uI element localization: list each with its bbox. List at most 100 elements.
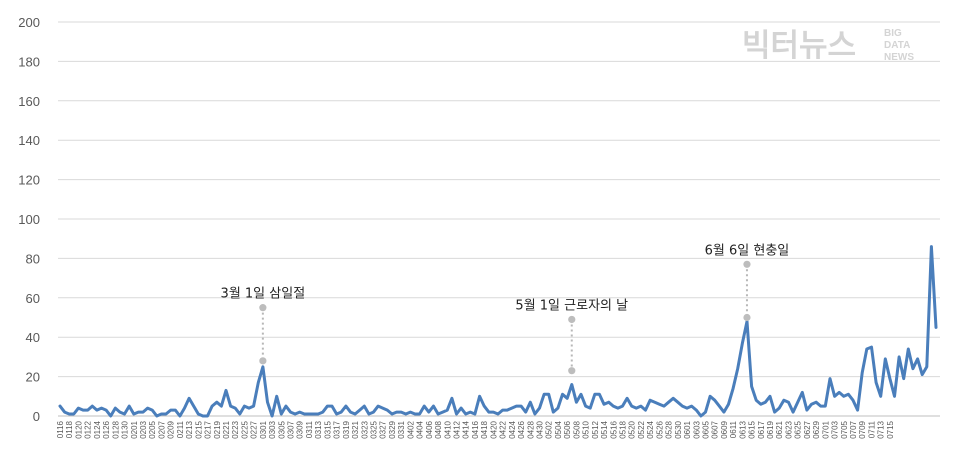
y-tick-label-20: 20	[26, 370, 40, 385]
series-group	[58, 245, 938, 418]
x-tick-label-0303: 0303	[268, 420, 277, 438]
y-axis-ticks: 0 20 40 60 80 100 120 140 160 180 200	[18, 15, 40, 424]
y-tick-label-120: 120	[18, 173, 40, 188]
annotation-dot-bottom-0	[259, 357, 267, 365]
x-tick-label-0609: 0609	[720, 420, 729, 438]
x-tick-label-0530: 0530	[674, 420, 683, 438]
y-tick-label-180: 180	[18, 54, 40, 69]
x-tick-label-0327: 0327	[379, 420, 388, 438]
gridlines	[58, 21, 940, 417]
x-tick-label-0601: 0601	[683, 420, 692, 438]
y-tick-label-0: 0	[33, 409, 40, 424]
x-tick-label-0215: 0215	[194, 420, 203, 438]
x-tick-label-0307: 0307	[287, 420, 296, 438]
x-tick-label-0331: 0331	[397, 420, 406, 438]
x-tick-label-0317: 0317	[333, 420, 342, 438]
x-tick-label-0203: 0203	[139, 420, 148, 438]
x-tick-label-0629: 0629	[812, 420, 821, 438]
x-tick-label-0715: 0715	[886, 420, 895, 438]
x-tick-label-0319: 0319	[342, 420, 351, 438]
x-tick-label-0623: 0623	[784, 420, 793, 438]
x-tick-label-0603: 0603	[692, 420, 701, 438]
annotation-dot-top-0	[259, 304, 267, 312]
x-tick-label-0617: 0617	[757, 420, 766, 438]
x-tick-label-0311: 0311	[305, 420, 314, 438]
x-tick-label-0223: 0223	[231, 420, 240, 438]
x-tick-label-0424: 0424	[508, 420, 517, 438]
x-tick-label-0201: 0201	[130, 420, 139, 438]
x-tick-label-0120: 0120	[74, 420, 83, 438]
watermark-main-text: 빅터뉴스	[742, 28, 856, 64]
x-tick-label-0227: 0227	[250, 420, 259, 438]
x-tick-label-0217: 0217	[204, 420, 213, 438]
x-tick-label-0621: 0621	[775, 420, 784, 438]
x-tick-label-0504: 0504	[554, 420, 563, 438]
x-tick-label-0625: 0625	[794, 420, 803, 438]
x-tick-label-0315: 0315	[323, 420, 332, 438]
x-tick-label-0325: 0325	[370, 420, 379, 438]
x-tick-label-0402: 0402	[406, 420, 415, 438]
x-tick-label-0414: 0414	[462, 420, 471, 438]
x-tick-label-0329: 0329	[388, 420, 397, 438]
x-tick-label-0420: 0420	[489, 420, 498, 438]
x-tick-label-0703: 0703	[831, 420, 840, 438]
x-tick-label-0522: 0522	[637, 420, 646, 438]
x-tick-label-0213: 0213	[185, 420, 194, 438]
x-tick-label-0305: 0305	[277, 420, 286, 438]
annotation-dot-bottom-1	[568, 367, 576, 375]
x-tick-label-0128: 0128	[111, 420, 120, 438]
annotation-label-0: 3월 1일 삼일절	[221, 287, 306, 302]
annotation-dot-bottom-2	[743, 313, 751, 322]
y-tick-label-200: 200	[18, 15, 40, 30]
x-tick-label-0518: 0518	[618, 420, 627, 438]
x-tick-label-0124: 0124	[93, 420, 102, 438]
x-tick-label-0506: 0506	[563, 420, 572, 438]
x-tick-label-0408: 0408	[434, 420, 443, 438]
y-tick-label-60: 60	[26, 291, 40, 306]
x-tick-label-0510: 0510	[582, 420, 591, 438]
y-tick-label-140: 140	[18, 133, 40, 148]
x-tick-label-0430: 0430	[535, 420, 544, 438]
x-tick-label-0219: 0219	[213, 420, 222, 438]
x-tick-label-0209: 0209	[167, 420, 176, 438]
watermark-sub-text-news: NEWS	[884, 52, 914, 63]
x-tick-label-0613: 0613	[738, 420, 747, 438]
annotation-dot-top-2	[743, 260, 751, 268]
x-tick-label-0701: 0701	[821, 420, 830, 438]
x-tick-label-0627: 0627	[803, 420, 812, 438]
x-tick-label-0410: 0410	[443, 420, 452, 438]
annotations: 3월 1일 삼일절 5월 1일 근로자의 날 6월 6일 현충일	[221, 243, 790, 375]
x-tick-label-0709: 0709	[858, 420, 867, 438]
annotation-dot-top-1	[568, 315, 576, 324]
x-tick-label-0205: 0205	[148, 420, 157, 438]
x-tick-label-0502: 0502	[545, 420, 554, 438]
x-tick-label-0514: 0514	[600, 420, 609, 438]
x-tick-label-0615: 0615	[748, 420, 757, 438]
x-tick-label-0416: 0416	[471, 420, 480, 438]
x-tick-label-0225: 0225	[240, 420, 249, 438]
x-tick-label-0207: 0207	[157, 420, 166, 438]
x-tick-label-0524: 0524	[646, 420, 655, 438]
x-tick-label-0520: 0520	[628, 420, 637, 438]
x-tick-label-0412: 0412	[453, 420, 462, 438]
x-tick-label-0301: 0301	[259, 420, 268, 438]
x-tick-label-0313: 0313	[314, 420, 323, 438]
x-tick-label-0428: 0428	[526, 420, 535, 438]
x-tick-label-0512: 0512	[591, 420, 600, 438]
x-tick-label-0528: 0528	[665, 420, 674, 438]
x-tick-label-0611: 0611	[729, 420, 738, 438]
x-tick-label-0130: 0130	[121, 420, 130, 438]
y-tick-label-40: 40	[26, 330, 40, 345]
x-tick-label-0406: 0406	[425, 420, 434, 438]
x-tick-label-0418: 0418	[480, 420, 489, 438]
series-line	[58, 245, 938, 418]
x-tick-label-0122: 0122	[84, 420, 93, 438]
x-tick-label-0705: 0705	[840, 420, 849, 438]
x-tick-label-0426: 0426	[517, 420, 526, 438]
annotation-label-2: 6월 6일 현충일	[705, 243, 790, 258]
x-axis-ticks: 0116 0118 0120 0122 0124 0126 0128 0130 0201 0203…	[56, 420, 895, 438]
x-tick-label-0516: 0516	[609, 420, 618, 438]
x-tick-label-0605: 0605	[701, 420, 710, 438]
x-tick-label-0323: 0323	[360, 420, 369, 438]
